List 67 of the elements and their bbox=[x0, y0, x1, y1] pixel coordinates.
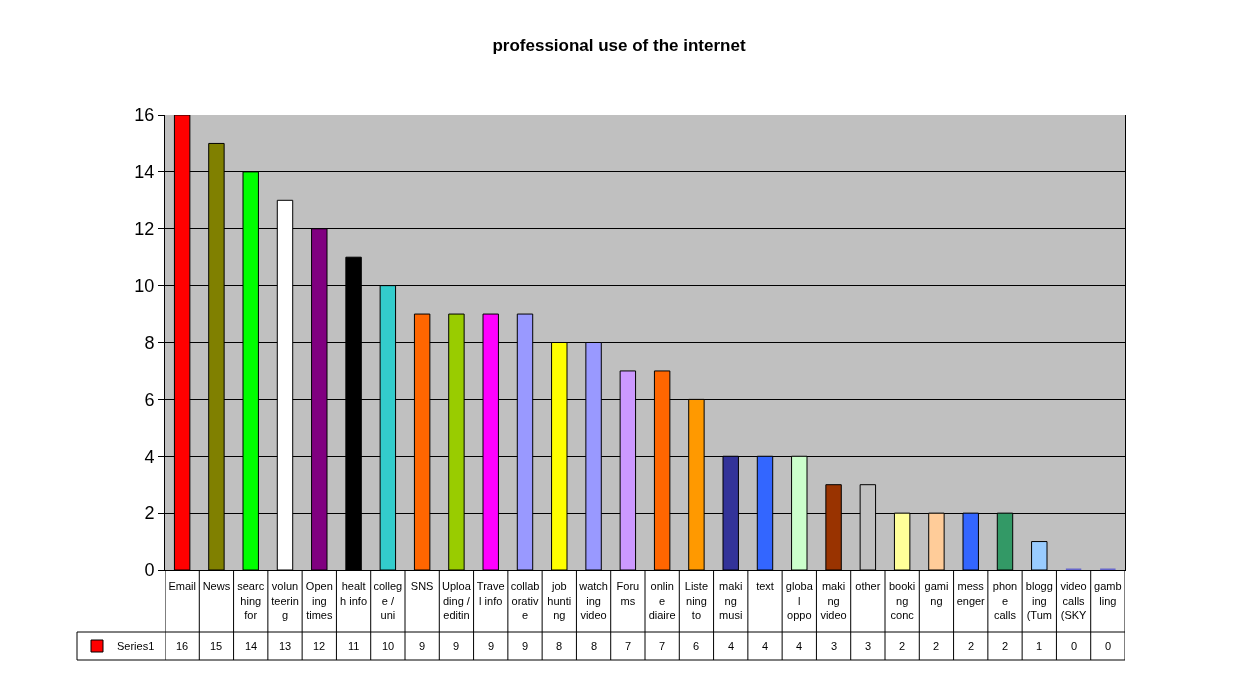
data-label: 4 bbox=[796, 640, 803, 652]
x-tick-label: volunteering bbox=[271, 580, 299, 621]
x-tick-label: Listening to bbox=[684, 580, 709, 621]
chart-title: professional use of the internet bbox=[492, 35, 746, 55]
data-label: 9 bbox=[522, 640, 529, 652]
data-label: 0 bbox=[1071, 640, 1078, 652]
data-label: 11 bbox=[348, 640, 360, 652]
x-tick-label: Opening times bbox=[305, 580, 333, 621]
data-label: 13 bbox=[279, 640, 292, 652]
y-tick-label: 8 bbox=[144, 332, 155, 353]
data-label: 6 bbox=[693, 640, 700, 652]
data-label: 8 bbox=[556, 640, 563, 652]
data-label: 2 bbox=[899, 640, 906, 652]
x-tick-label: health info bbox=[340, 580, 368, 607]
x-tick-label: booking conc bbox=[888, 580, 916, 621]
data-label: 4 bbox=[728, 640, 735, 652]
x-tick-label: text bbox=[756, 580, 774, 593]
y-tick-label: 6 bbox=[144, 389, 155, 410]
x-tick-label: messenger bbox=[956, 580, 986, 607]
x-tick-label: collaborative bbox=[510, 580, 540, 621]
x-tick-label: searching for bbox=[237, 580, 265, 621]
data-label: 2 bbox=[968, 640, 975, 652]
x-tick-label: phone calls bbox=[992, 580, 1018, 621]
x-tick-label: Forums bbox=[616, 580, 640, 607]
y-tick-label: 4 bbox=[144, 446, 155, 467]
x-tick-label: Uploading / editin bbox=[442, 580, 472, 621]
data-label: 2 bbox=[933, 640, 940, 652]
x-tick-label: other bbox=[855, 580, 881, 593]
data-label: 10 bbox=[382, 640, 395, 652]
x-tick-label: Email bbox=[168, 580, 196, 593]
x-tick-label: blogging (Tum bbox=[1025, 580, 1053, 621]
data-label: 8 bbox=[591, 640, 598, 652]
x-tick-label: making musi bbox=[719, 580, 743, 621]
x-tick-label: Travel info bbox=[476, 580, 505, 607]
data-label: 0 bbox=[1105, 640, 1112, 652]
x-tick-label: SNS bbox=[410, 580, 434, 593]
data-label: 7 bbox=[659, 640, 666, 652]
x-tick-label: gaming bbox=[924, 580, 949, 607]
y-tick-label: 14 bbox=[134, 162, 155, 183]
y-tick-label: 2 bbox=[144, 503, 155, 524]
x-tick-label: global oppo bbox=[785, 580, 814, 621]
data-label: 2 bbox=[1002, 640, 1009, 652]
x-tick-label: News bbox=[202, 580, 231, 593]
data-label: 3 bbox=[865, 640, 872, 652]
x-tick-label: watching video bbox=[578, 580, 608, 621]
x-tick-label: gambling bbox=[1094, 580, 1122, 607]
legend-label: Series1 bbox=[117, 640, 155, 653]
x-tick-label: college / uni bbox=[373, 580, 403, 621]
data-label: 1 bbox=[1036, 640, 1043, 652]
data-label: 9 bbox=[453, 640, 460, 652]
data-label: 12 bbox=[313, 640, 326, 652]
y-tick-label: 12 bbox=[134, 219, 155, 240]
data-label: 9 bbox=[419, 640, 426, 652]
data-label: 7 bbox=[625, 640, 632, 652]
data-label: 3 bbox=[831, 640, 838, 652]
x-tick-label: making video bbox=[820, 580, 847, 621]
y-tick-label: 16 bbox=[134, 105, 155, 126]
data-label: 15 bbox=[210, 640, 223, 652]
x-tick-label: job hunting bbox=[547, 580, 572, 621]
data-label: 4 bbox=[762, 640, 769, 652]
x-tick-label: video calls (SKY bbox=[1060, 580, 1088, 621]
data-label: 9 bbox=[488, 640, 495, 652]
x-tick-label: online diaire bbox=[648, 580, 676, 621]
data-label: 16 bbox=[176, 640, 189, 652]
y-tick-label: 0 bbox=[144, 560, 155, 581]
data-label: 14 bbox=[245, 640, 258, 652]
y-tick-label: 10 bbox=[134, 275, 155, 296]
